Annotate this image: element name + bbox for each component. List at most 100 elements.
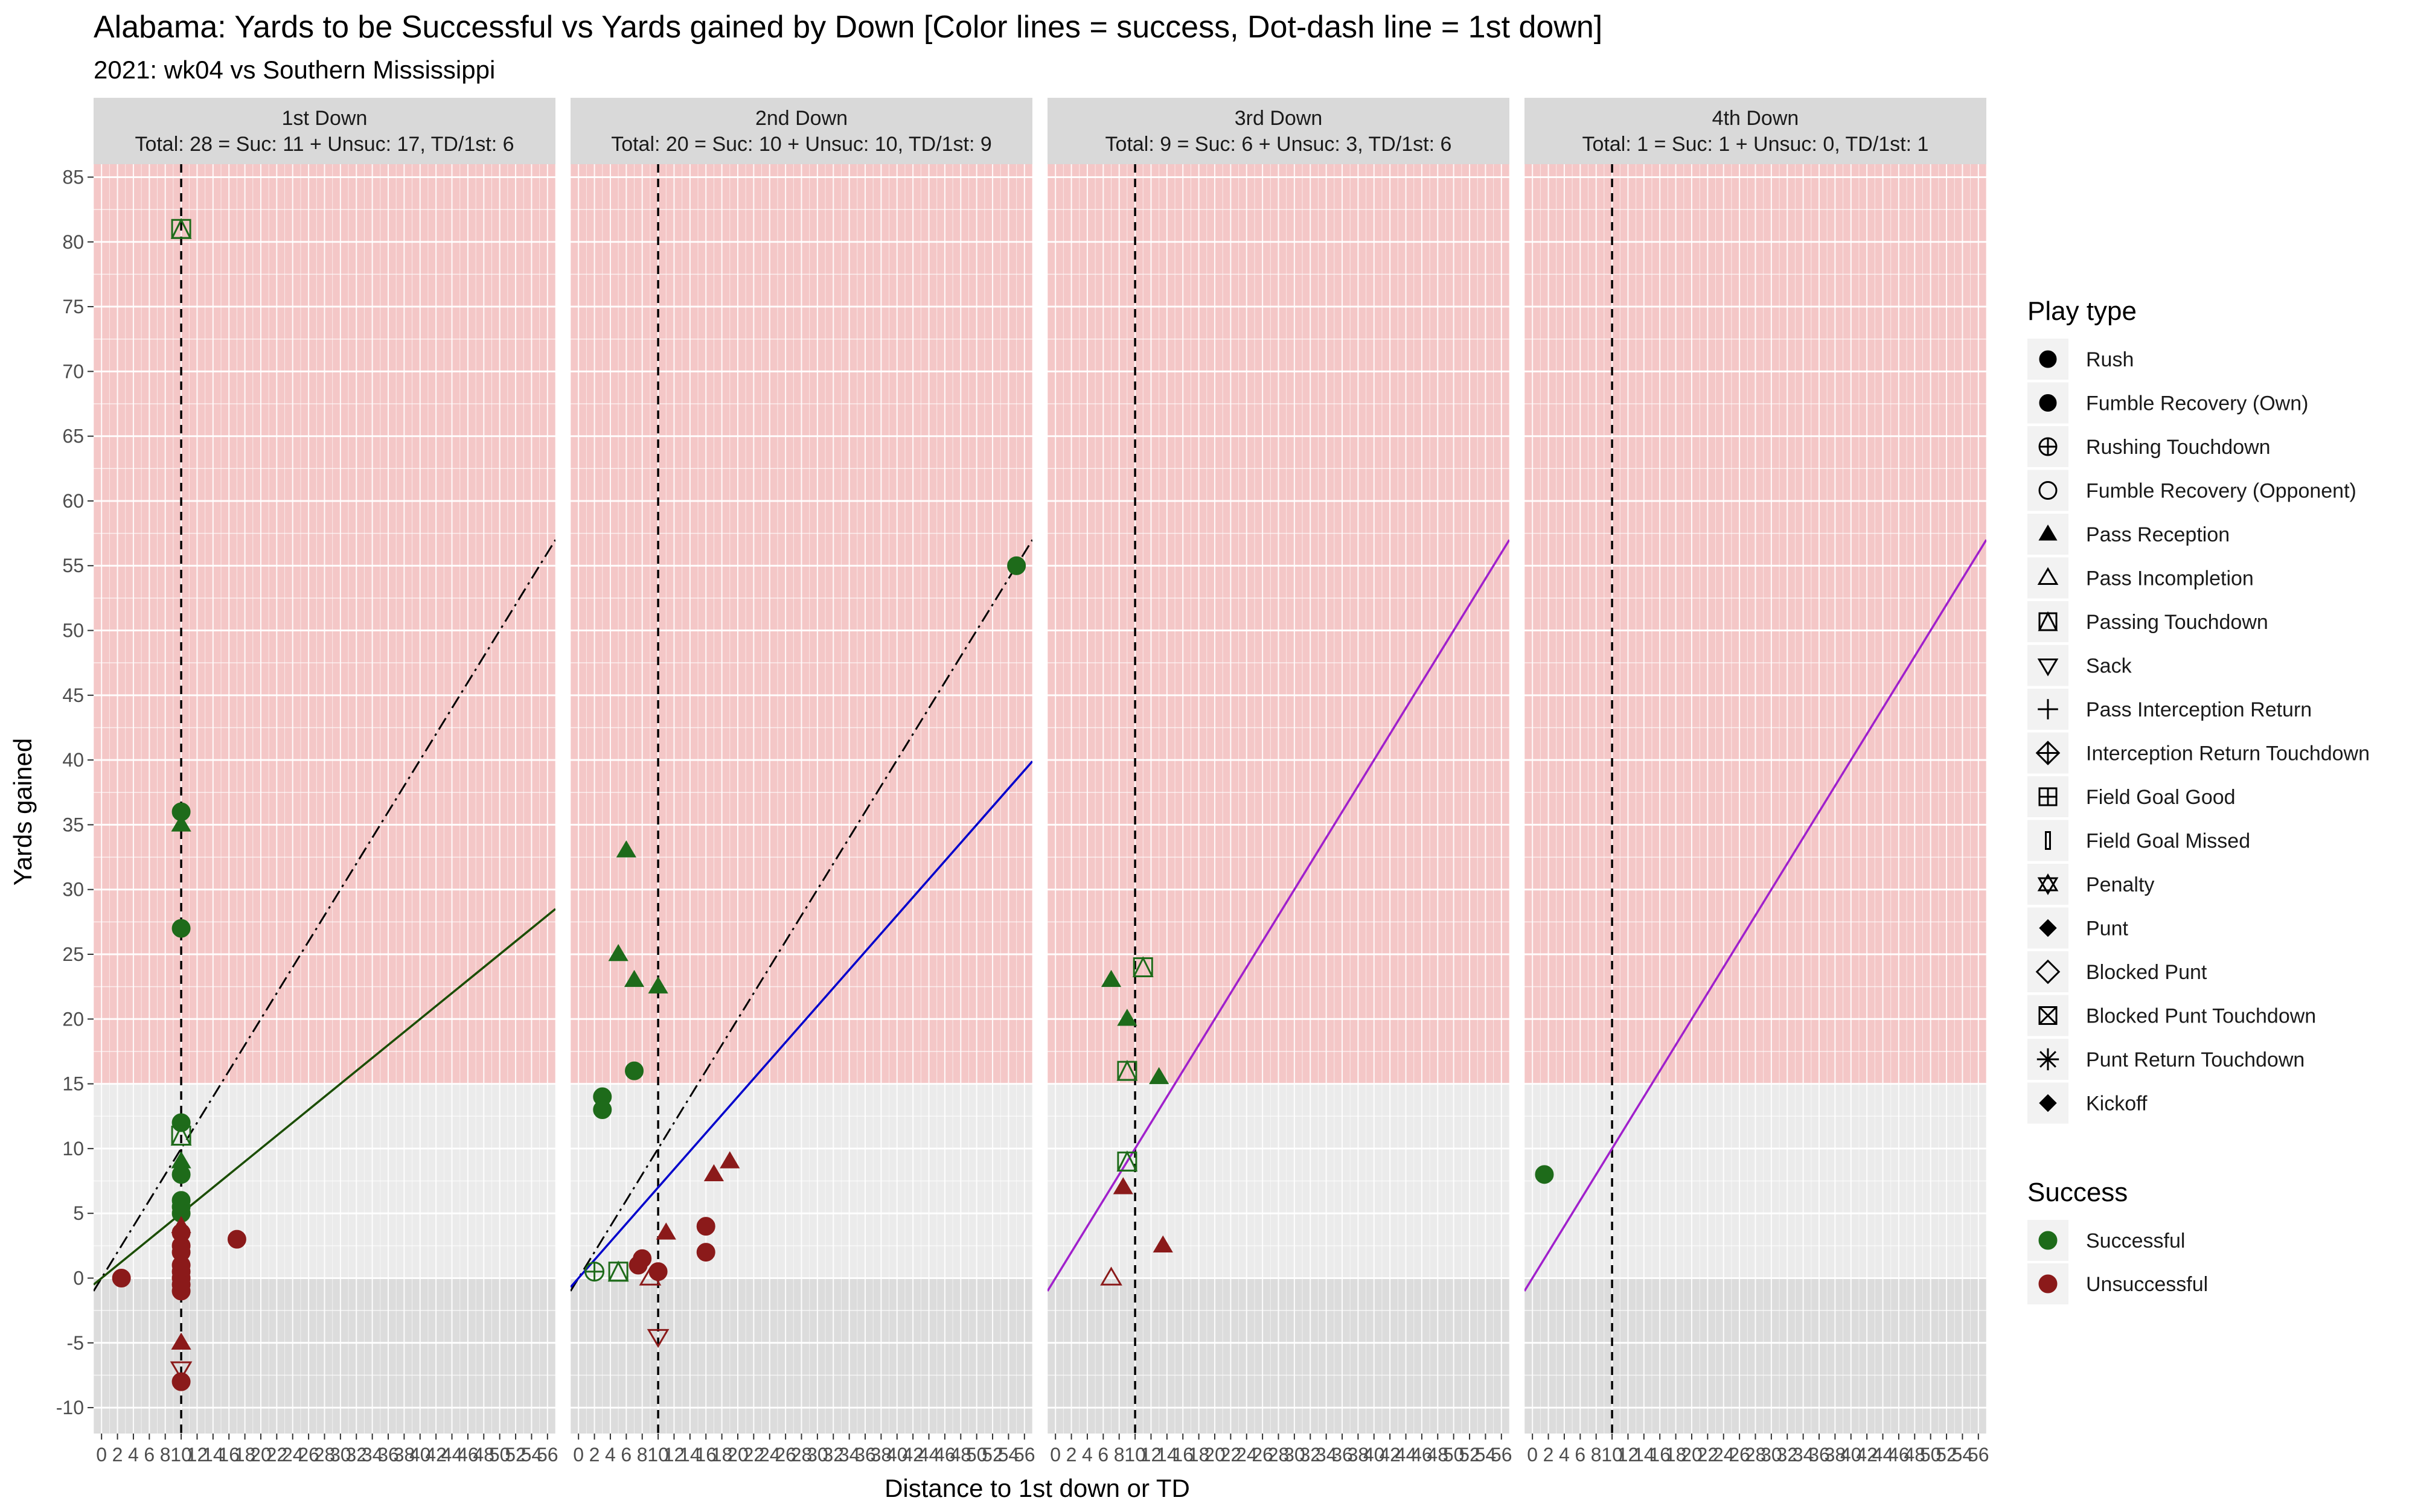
x-tick-label: 32 bbox=[822, 1444, 844, 1466]
y-tick-label: 80 bbox=[62, 231, 84, 253]
legend-play-type-item: Punt bbox=[2027, 907, 2128, 949]
points bbox=[584, 556, 1026, 1348]
x-tick-label: 52 bbox=[505, 1444, 526, 1466]
legend-key-symbol bbox=[2035, 741, 2061, 765]
x-tick-label: 42 bbox=[1856, 1444, 1878, 1466]
legend-play-type-item: Interception Return Touchdown bbox=[2027, 732, 2370, 774]
legend-play-type-label: Blocked Punt bbox=[2086, 961, 2207, 984]
x-tick-label: 4 bbox=[605, 1444, 616, 1466]
data-point bbox=[171, 1281, 191, 1301]
x-tick-label: 12 bbox=[1617, 1444, 1639, 1466]
x-tick-label: 46 bbox=[1411, 1444, 1433, 1466]
legend-play-type-label: Fumble Recovery (Own) bbox=[2086, 392, 2308, 415]
legend-play-type-item: Pass Interception Return bbox=[2027, 689, 2312, 730]
y-tick-label: 5 bbox=[73, 1202, 84, 1224]
strip-subtitle: Total: 9 = Suc: 6 + Unsuc: 3, TD/1st: 6 bbox=[1105, 133, 1452, 156]
x-tick-label: 14 bbox=[202, 1444, 224, 1466]
x-tick-label: 6 bbox=[1575, 1444, 1585, 1466]
x-tick-label: 56 bbox=[1491, 1444, 1512, 1466]
legend-play-type-label: Kickoff bbox=[2086, 1093, 2148, 1115]
first-down-line bbox=[94, 539, 555, 1292]
legend-play-type-label: Pass Incompletion bbox=[2086, 567, 2254, 590]
strip-title: 3rd Down bbox=[1235, 107, 1323, 130]
y-tick-label: 45 bbox=[62, 684, 84, 706]
x-tick-label: 40 bbox=[1840, 1444, 1862, 1466]
x-tick-label: 50 bbox=[1443, 1444, 1465, 1466]
legend-play-type-item: Blocked Punt Touchdown bbox=[2027, 995, 2316, 1036]
legend-play-type-label: Fumble Recovery (Opponent) bbox=[2086, 480, 2356, 503]
legend-play-type-item: Fumble Recovery (Opponent) bbox=[2027, 470, 2356, 511]
data-point bbox=[1113, 1177, 1133, 1195]
y-tick-label: 65 bbox=[62, 426, 84, 447]
points bbox=[1535, 1165, 1554, 1184]
data-point bbox=[171, 1332, 191, 1350]
strip-title: 1st Down bbox=[282, 107, 368, 130]
strip-background bbox=[1524, 98, 1986, 164]
legend-success-title: Success bbox=[2027, 1178, 2128, 1207]
reference-lines bbox=[571, 164, 1032, 1434]
legend-play-type-label: Penalty bbox=[2086, 873, 2154, 896]
legend-key-background bbox=[2027, 557, 2068, 599]
legend-play-type-label: Punt bbox=[2086, 917, 2128, 940]
y-tick-label: 20 bbox=[62, 1008, 84, 1030]
data-point bbox=[656, 1222, 676, 1240]
x-tick-label: 42 bbox=[1379, 1444, 1401, 1466]
legend-key-background bbox=[2027, 470, 2068, 511]
legend-play-type-item: Rushing Touchdown bbox=[2027, 426, 2271, 467]
legend-success-label: Successful bbox=[2086, 1230, 2185, 1252]
panel-4: 4th Down Total: 1 = Suc: 1 + Unsuc: 0, TD… bbox=[1524, 98, 1989, 1466]
x-tick-label: 4 bbox=[128, 1444, 139, 1466]
legend-key-symbol bbox=[2038, 1231, 2058, 1250]
y-tick-label: 55 bbox=[62, 555, 84, 576]
x-tick-label: 42 bbox=[425, 1444, 447, 1466]
data-point bbox=[607, 1260, 629, 1282]
x-tick-label: 38 bbox=[394, 1444, 415, 1466]
x-tick-label: 4 bbox=[1082, 1444, 1093, 1466]
data-point bbox=[170, 1361, 193, 1380]
legend-play-type-item: Fumble Recovery (Own) bbox=[2027, 382, 2308, 424]
data-point bbox=[1153, 1235, 1173, 1253]
x-tick-label: 30 bbox=[807, 1444, 828, 1466]
data-point bbox=[624, 969, 645, 987]
x-tick-label: 28 bbox=[1745, 1444, 1767, 1466]
legend-play-type-label: Pass Interception Return bbox=[2086, 698, 2312, 721]
x-tick-label: 18 bbox=[711, 1444, 733, 1466]
legend-key-symbol bbox=[2037, 659, 2059, 677]
legend-play-type-label: Field Goal Missed bbox=[2086, 830, 2250, 853]
x-tick-label: 54 bbox=[1475, 1444, 1497, 1466]
y-tick-label: 25 bbox=[62, 943, 84, 965]
x-tick-label: 40 bbox=[886, 1444, 908, 1466]
data-point bbox=[629, 1255, 648, 1275]
x-axis-label: Distance to 1st down or TD bbox=[884, 1474, 1190, 1502]
data-point bbox=[1101, 969, 1122, 987]
legend-key-symbol bbox=[2038, 611, 2058, 631]
x-tick-label: 50 bbox=[489, 1444, 511, 1466]
data-point bbox=[171, 1372, 191, 1391]
data-point bbox=[696, 1217, 715, 1236]
legend-key-symbol bbox=[2036, 1048, 2059, 1071]
x-tick-label: 24 bbox=[282, 1444, 304, 1466]
x-tick-label: 38 bbox=[871, 1444, 892, 1466]
x-tick-label: 26 bbox=[1729, 1444, 1750, 1466]
legend-play-type-label: Interception Return Touchdown bbox=[2086, 742, 2370, 765]
success-line bbox=[571, 761, 1032, 1288]
strip-title: 2nd Down bbox=[755, 107, 848, 130]
x-tick-label: 26 bbox=[775, 1444, 796, 1466]
x-tick-label: 32 bbox=[1776, 1444, 1798, 1466]
legend-key-background bbox=[2027, 601, 2068, 642]
x-tick-label: 22 bbox=[743, 1444, 765, 1466]
legend-key-symbol bbox=[2038, 437, 2058, 456]
y-tick-label: 30 bbox=[62, 879, 84, 901]
x-tick-label: 30 bbox=[330, 1444, 351, 1466]
x-tick-label: 24 bbox=[1713, 1444, 1735, 1466]
legend-key-symbol bbox=[2039, 350, 2057, 368]
y-tick-label: 10 bbox=[62, 1138, 84, 1160]
first-down-line bbox=[571, 539, 1032, 1292]
x-tick-label: 20 bbox=[1681, 1444, 1703, 1466]
x-tick-label: 48 bbox=[950, 1444, 971, 1466]
data-point bbox=[170, 1124, 192, 1146]
x-tick-label: 28 bbox=[314, 1444, 336, 1466]
legend-play-type-item: Field Goal Good bbox=[2027, 776, 2236, 817]
data-point bbox=[1100, 1266, 1122, 1286]
x-tick-label: 16 bbox=[218, 1444, 240, 1466]
